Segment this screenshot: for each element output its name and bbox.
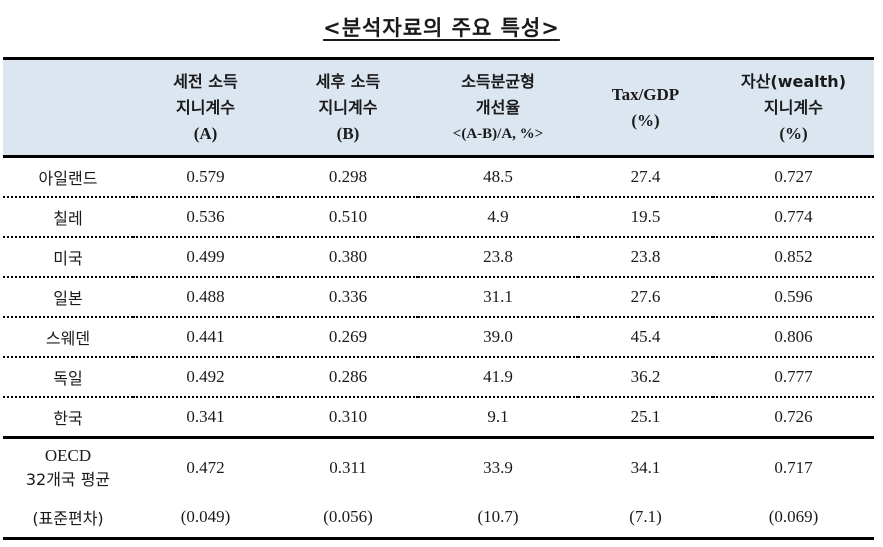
- posttax-gini-cell: 0.286: [328, 367, 368, 386]
- header-line: 지니계수: [764, 97, 823, 117]
- header-country: [3, 59, 133, 157]
- wealth-gini-cell: 0.727: [774, 167, 813, 186]
- pretax-gini-cell: 0.499: [186, 247, 225, 266]
- improvement-cell: 48.5: [483, 167, 513, 186]
- posttax-gini-cell: 0.311: [329, 458, 367, 477]
- header-line: 소득분균형: [461, 71, 535, 91]
- posttax-gini-cell: 0.336: [328, 287, 368, 306]
- wealth-gini-cell: 0.774: [774, 207, 813, 226]
- oecd-average-row: OECD 32개국 평균 0.472 0.311 33.9 34.1 0.717: [3, 438, 874, 498]
- wealth-gini-cell: 0.777: [774, 367, 813, 386]
- country-cell: 독일: [53, 369, 83, 388]
- header-wealth-gini: 자산(wealth) 지니계수 (%): [713, 59, 874, 157]
- table-row: 일본 0.488 0.336 31.1 27.6 0.596: [3, 277, 874, 317]
- oecd-name-cell: OECD 32개국 평균: [3, 438, 133, 498]
- tax-gdp-cell: 34.1: [630, 458, 661, 477]
- improvement-cell: 4.9: [487, 207, 509, 226]
- header-line: (%): [631, 110, 660, 130]
- header-pretax-gini: 세전 소득 지니계수 (A): [133, 59, 278, 157]
- improvement-cell: 33.9: [483, 458, 513, 477]
- std-name-cell: (표준편차): [32, 509, 104, 528]
- pretax-gini-cell: 0.536: [186, 207, 225, 226]
- analysis-data-table: 세전 소득 지니계수 (A) 세후 소득 지니계수 (B) 소득분균형 개선율 …: [3, 57, 874, 540]
- wealth-gini-cell: 0.596: [774, 287, 813, 306]
- posttax-gini-cell: 0.380: [328, 247, 368, 266]
- table-title: <분석자료의 주요 특성>: [0, 12, 883, 42]
- tax-gdp-cell: (7.1): [629, 507, 662, 526]
- header-line: 세전 소득: [173, 71, 238, 91]
- country-cell: 한국: [53, 409, 83, 428]
- header-line: <(A-B)/A, %>: [452, 125, 544, 142]
- country-cell: 아일랜드: [38, 169, 98, 188]
- posttax-gini-cell: 0.269: [328, 327, 368, 346]
- header-line: (A): [193, 123, 218, 143]
- improvement-cell: 9.1: [487, 407, 509, 426]
- wealth-gini-cell: 0.852: [774, 247, 813, 266]
- pretax-gini-cell: 0.488: [186, 287, 225, 306]
- header-line: Tax/GDP: [611, 84, 680, 104]
- table-row: 미국 0.499 0.380 23.8 23.8 0.852: [3, 237, 874, 277]
- improvement-cell: 31.1: [483, 287, 513, 306]
- header-improvement-rate: 소득분균형 개선율 <(A-B)/A, %>: [418, 59, 578, 157]
- table-row: 독일 0.492 0.286 41.9 36.2 0.777: [3, 357, 874, 397]
- wealth-gini-cell: 0.717: [774, 458, 813, 477]
- tax-gdp-cell: 45.4: [630, 327, 661, 346]
- oecd-label: OECD: [44, 446, 92, 465]
- table-row: 아일랜드 0.579 0.298 48.5 27.4 0.727: [3, 157, 874, 197]
- posttax-gini-cell: (0.056): [323, 507, 373, 526]
- improvement-cell: 23.8: [483, 247, 513, 266]
- tax-gdp-cell: 27.6: [630, 287, 661, 306]
- header-line: 자산(wealth): [740, 71, 847, 91]
- tax-gdp-cell: 19.5: [630, 207, 661, 226]
- wealth-gini-cell: 0.726: [774, 407, 813, 426]
- std-deviation-row: (표준편차) (0.049) (0.056) (10.7) (7.1) (0.0…: [3, 497, 874, 539]
- table-row: 한국 0.341 0.310 9.1 25.1 0.726: [3, 397, 874, 438]
- header-line: (B): [336, 123, 360, 143]
- wealth-gini-cell: (0.069): [768, 507, 819, 526]
- country-cell: 미국: [53, 249, 83, 268]
- pretax-gini-cell: 0.341: [186, 407, 225, 426]
- header-posttax-gini: 세후 소득 지니계수 (B): [278, 59, 418, 157]
- pretax-gini-cell: 0.492: [186, 367, 225, 386]
- tax-gdp-cell: 36.2: [630, 367, 661, 386]
- tax-gdp-cell: 23.8: [630, 247, 661, 266]
- header-line: 개선율: [475, 97, 521, 117]
- pretax-gini-cell: 0.579: [186, 167, 225, 186]
- improvement-cell: (10.7): [477, 507, 519, 526]
- tax-gdp-cell: 27.4: [630, 167, 661, 186]
- oecd-label-sub: 32개국 평균: [25, 470, 111, 489]
- tax-gdp-cell: 25.1: [630, 407, 661, 426]
- pretax-gini-cell: (0.049): [180, 507, 231, 526]
- table-row: 칠레 0.536 0.510 4.9 19.5 0.774: [3, 197, 874, 237]
- table-title-text: <분석자료의 주요 특성>: [323, 16, 560, 40]
- header-line: (%): [779, 123, 808, 143]
- header-line: 세후 소득: [315, 71, 381, 91]
- header-tax-gdp: Tax/GDP (%): [578, 59, 713, 157]
- pretax-gini-cell: 0.472: [186, 458, 225, 477]
- wealth-gini-cell: 0.806: [774, 327, 813, 346]
- country-cell: 칠레: [53, 209, 83, 228]
- table-header-row: 세전 소득 지니계수 (A) 세후 소득 지니계수 (B) 소득분균형 개선율 …: [3, 58, 874, 157]
- country-cell: 스웨덴: [45, 329, 91, 348]
- posttax-gini-cell: 0.510: [328, 207, 368, 226]
- improvement-cell: 39.0: [483, 327, 513, 346]
- header-line: 지니계수: [176, 97, 235, 117]
- posttax-gini-cell: 0.298: [328, 167, 368, 186]
- posttax-gini-cell: 0.310: [328, 407, 368, 426]
- improvement-cell: 41.9: [483, 367, 513, 386]
- header-line: 지니계수: [318, 97, 378, 117]
- country-cell: 일본: [53, 289, 83, 308]
- pretax-gini-cell: 0.441: [186, 327, 225, 346]
- table-row: 스웨덴 0.441 0.269 39.0 45.4 0.806: [3, 317, 874, 357]
